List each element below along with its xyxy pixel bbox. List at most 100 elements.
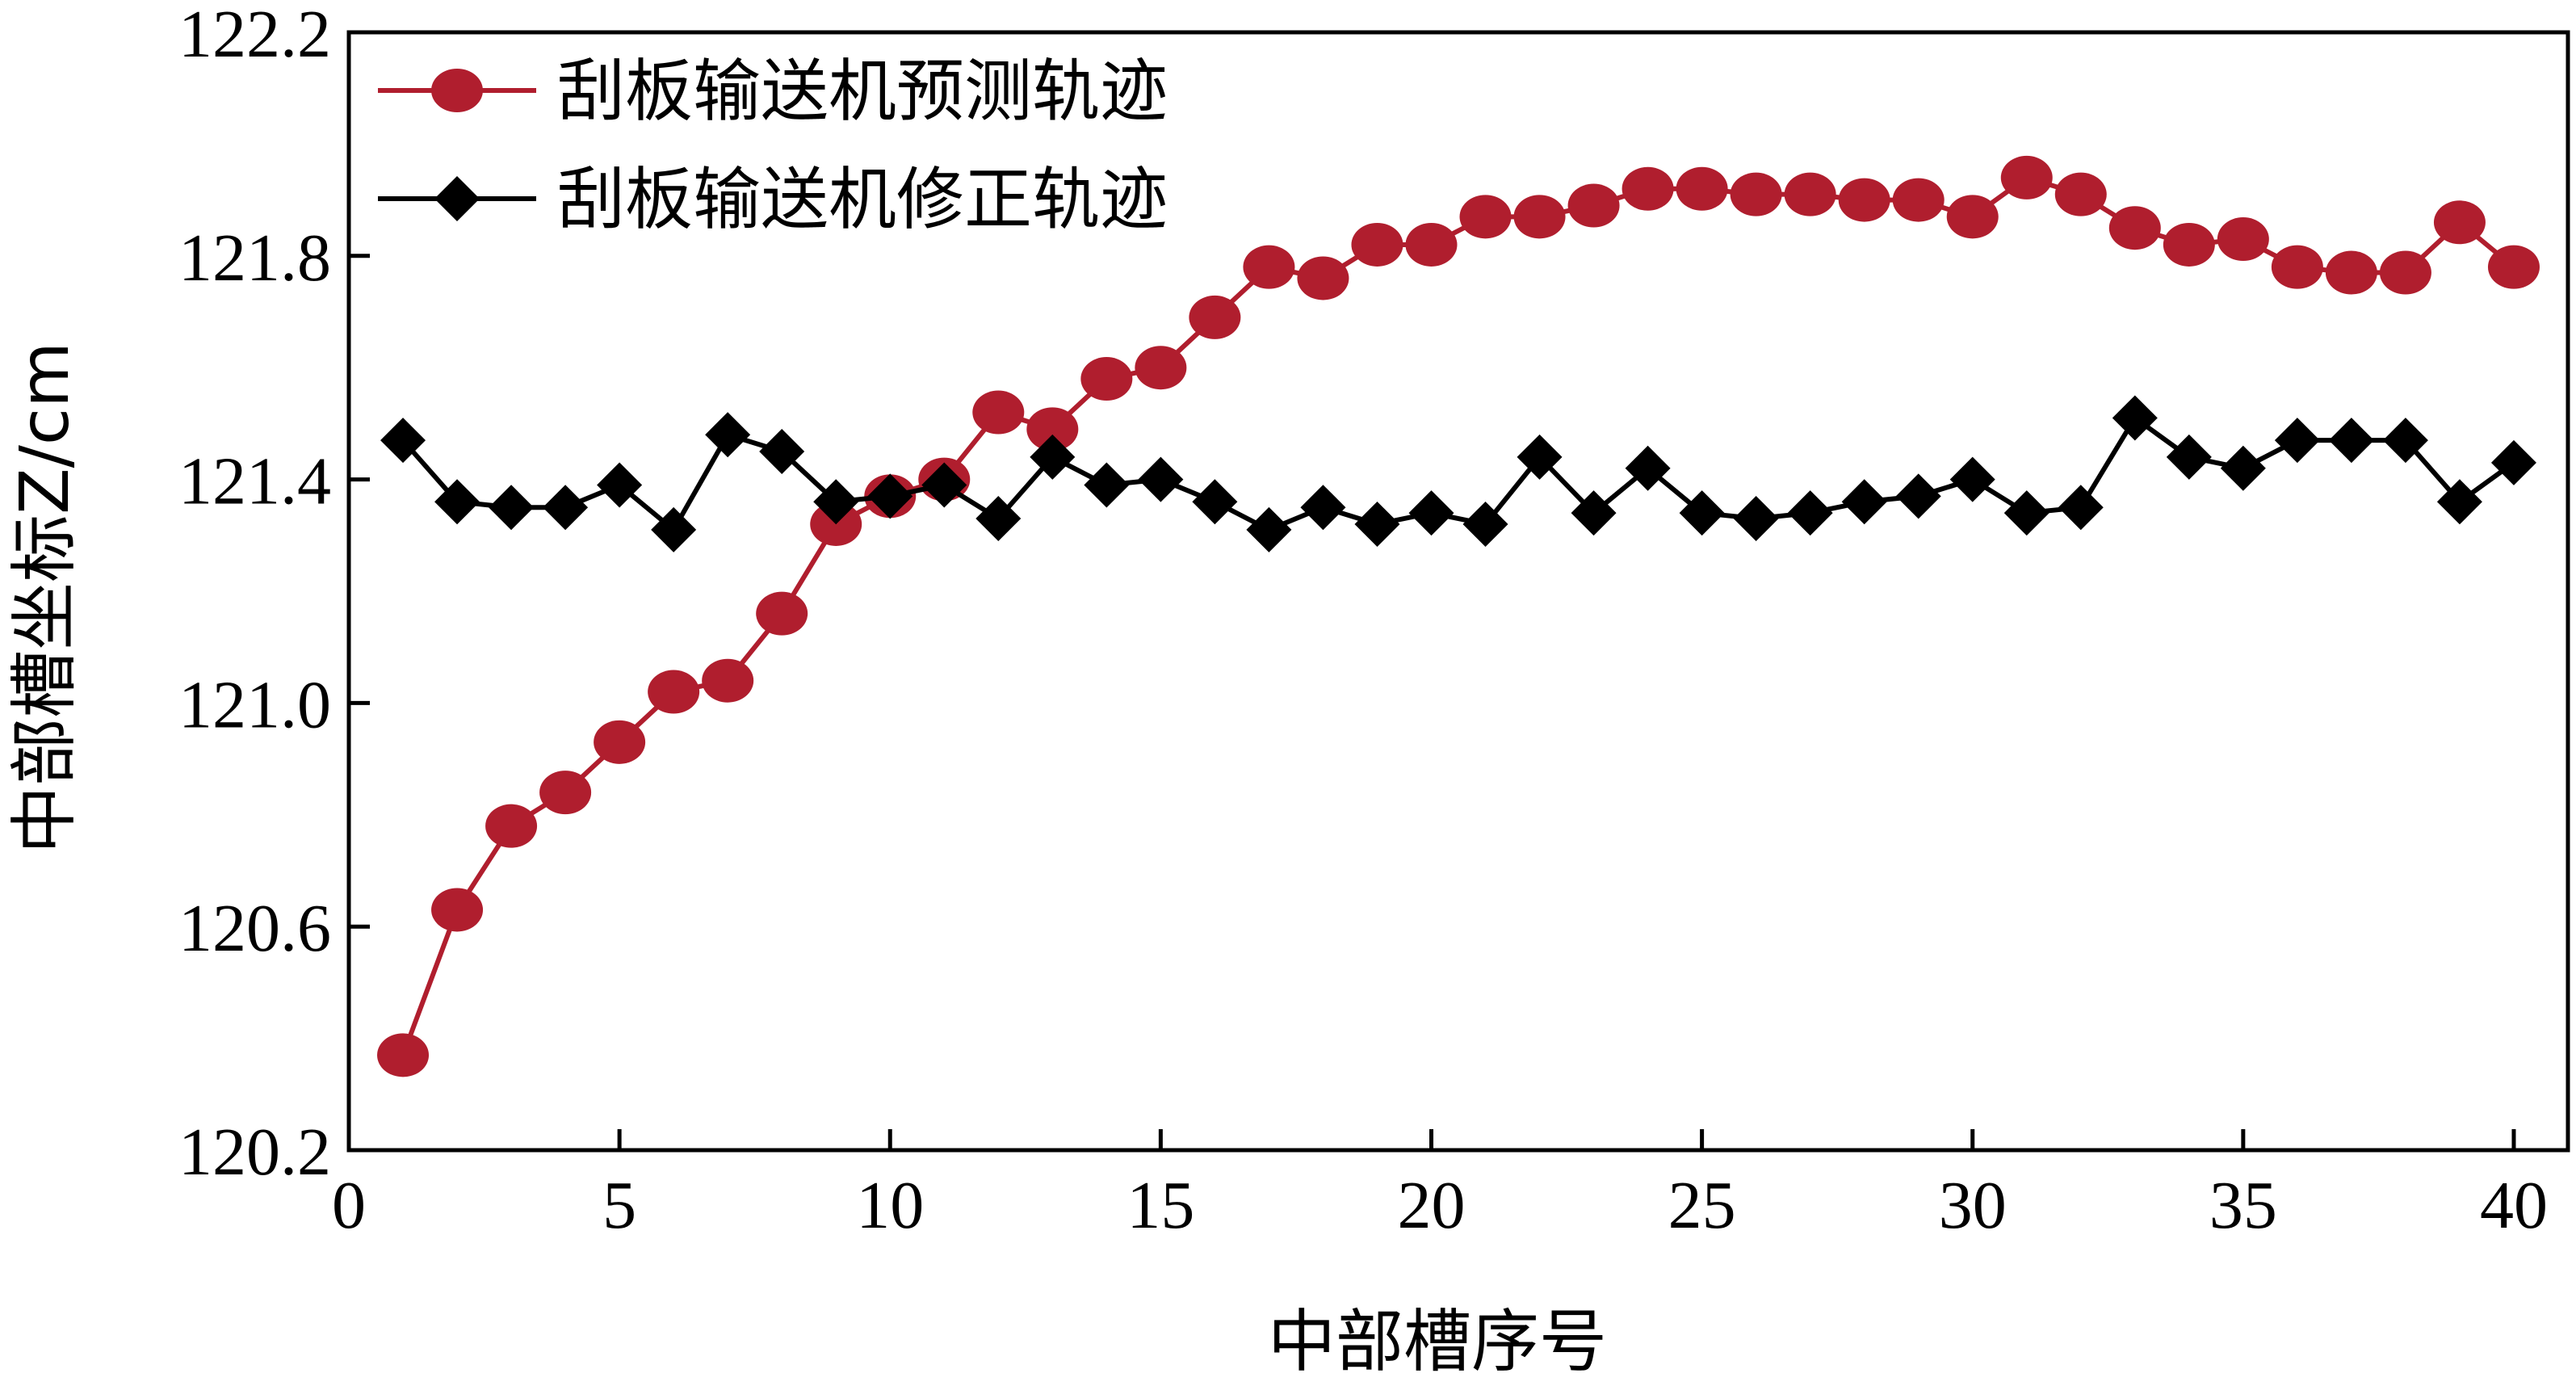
data-point (2433, 200, 2486, 245)
data-point (2379, 250, 2431, 295)
data-point (702, 658, 754, 703)
x-tick-label: 10 (856, 1168, 924, 1243)
data-point (2436, 479, 2482, 525)
data-point (651, 506, 697, 552)
data-point (1084, 462, 1130, 508)
data-point (2220, 445, 2266, 491)
x-tick-label: 15 (1126, 1168, 1194, 1243)
data-point (921, 462, 967, 508)
data-point (1030, 434, 1076, 480)
data-point (1459, 195, 1512, 239)
data-point (972, 390, 1025, 435)
y-tick-label: 121.8 (178, 220, 331, 296)
data-point (1838, 178, 1890, 222)
data-point (1138, 456, 1184, 502)
x-tick-label: 35 (2209, 1168, 2277, 1243)
x-tick-label: 30 (1939, 1168, 2007, 1243)
data-point (813, 479, 859, 525)
legend-marker (434, 176, 480, 221)
data-point (2058, 485, 2104, 531)
data-point (1892, 178, 1945, 222)
data-point (1189, 295, 1241, 339)
data-point (705, 412, 751, 458)
series-1 (377, 155, 2540, 1077)
data-point (2271, 245, 2323, 289)
data-point (1567, 183, 1620, 228)
data-point (434, 479, 480, 525)
data-point (1243, 245, 1295, 289)
x-tick-label: 5 (602, 1168, 636, 1243)
data-point (2325, 250, 2377, 295)
data-point (1622, 166, 1674, 211)
data-point (1949, 456, 1995, 502)
y-tick-label: 120.6 (178, 891, 331, 966)
data-point (1192, 479, 1238, 525)
data-point (377, 1033, 430, 1077)
data-point (2274, 418, 2320, 464)
data-point (1246, 506, 1292, 552)
data-point (1297, 256, 1349, 300)
data-point (1571, 490, 1617, 536)
data-point (1517, 434, 1563, 480)
data-point (2382, 418, 2428, 464)
data-point (2108, 206, 2161, 250)
legend-marker (431, 69, 483, 112)
legend-label: 刮板输送机修正轨迹 (557, 160, 1168, 239)
data-point (380, 418, 426, 464)
data-point (2003, 490, 2049, 536)
data-point (431, 888, 484, 932)
data-point (543, 485, 589, 531)
data-point (1946, 195, 1999, 239)
data-point (1135, 346, 1187, 390)
data-point (975, 496, 1022, 542)
legend-item: 刮板输送机修正轨迹 (378, 160, 1168, 239)
data-point (1787, 490, 1833, 536)
data-point (867, 473, 913, 519)
y-tick-label: 122.2 (178, 0, 331, 72)
x-tick-label: 40 (2480, 1168, 2548, 1243)
legend-label: 刮板输送机预测轨迹 (557, 52, 1168, 131)
data-point (1462, 501, 1508, 547)
data-point (1625, 445, 1671, 491)
x-tick-label: 20 (1397, 1168, 1465, 1243)
data-point (2166, 434, 2212, 480)
data-point (1679, 490, 1725, 536)
data-point (1841, 479, 1887, 525)
data-point (1405, 222, 1458, 267)
data-point (1026, 407, 1079, 452)
data-point (2328, 418, 2374, 464)
data-point (597, 462, 643, 508)
data-point (1730, 172, 1782, 216)
x-axis-title: 中部槽序号 (1268, 1302, 1607, 1381)
data-point (2487, 245, 2540, 289)
data-point (1895, 473, 1941, 519)
data-point (1300, 485, 1346, 531)
data-point (1733, 496, 1779, 542)
plot-border (346, 30, 2570, 1153)
data-point (2000, 155, 2053, 200)
data-point (594, 720, 646, 764)
y-tick-label: 121.0 (178, 667, 331, 742)
data-point (2112, 395, 2158, 441)
data-point (756, 591, 808, 636)
data-point (2163, 222, 2215, 267)
data-point (539, 771, 592, 815)
data-point (1354, 501, 1400, 547)
y-axis-title: 中部槽坐标Z/cm (5, 342, 84, 854)
data-point (1513, 195, 1566, 239)
series-line (401, 414, 2515, 534)
x-tick-label: 25 (1668, 1168, 1736, 1243)
series-layer (377, 155, 2540, 1077)
data-point (2054, 172, 2107, 216)
data-point (2217, 217, 2269, 262)
data-point (2490, 439, 2536, 485)
legend-item: 刮板输送机预测轨迹 (378, 52, 1168, 131)
data-point (1080, 357, 1133, 401)
data-point (1676, 166, 1728, 211)
data-point (485, 804, 538, 848)
x-tick-label: 0 (332, 1168, 366, 1243)
y-tick-label: 121.4 (178, 444, 331, 519)
data-point (759, 429, 805, 474)
